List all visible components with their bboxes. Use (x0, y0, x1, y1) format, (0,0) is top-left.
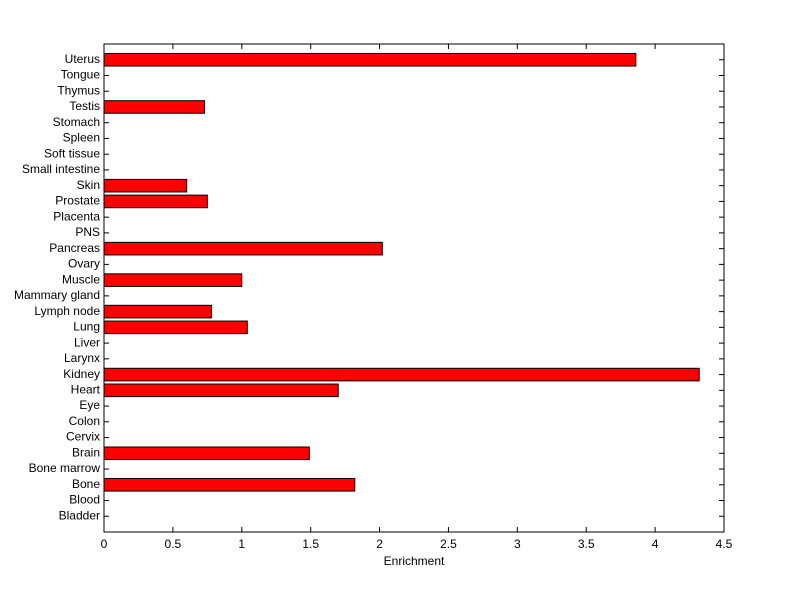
y-tick-label: Testis (69, 99, 100, 113)
y-tick-label: Cervix (66, 430, 100, 444)
bar (103, 477, 356, 492)
y-tick-label: Blood (69, 493, 100, 507)
y-tick-label: Stomach (53, 115, 100, 129)
x-tick-label: 1 (238, 537, 245, 551)
y-tick-label: Colon (69, 414, 100, 428)
bar (103, 100, 206, 114)
y-tick-label: Mammary gland (14, 288, 100, 302)
bar (103, 273, 243, 287)
x-tick-label: 4 (652, 537, 659, 551)
y-tick-label: Small intestine (22, 162, 100, 176)
y-tick-label: Ovary (68, 257, 100, 271)
y-tick-label: Pancreas (49, 241, 100, 255)
y-tick-label: PNS (75, 225, 100, 239)
y-tick-label: Lung (73, 320, 100, 334)
x-tick-label: 0 (101, 537, 108, 551)
x-tick-label: 2 (376, 537, 383, 551)
x-axis-label: Enrichment (384, 554, 445, 568)
bar (103, 383, 339, 398)
y-tick-label: Soft tissue (44, 146, 100, 160)
x-tick-label: 3.5 (578, 537, 595, 551)
x-tick-label: 4.5 (716, 537, 733, 551)
y-tick-label: Heart (71, 382, 101, 396)
y-tick-label: Bladder (59, 508, 100, 522)
y-tick-label: Placenta (53, 209, 100, 223)
y-tick-label: Skin (77, 178, 100, 192)
y-tick-label: Larynx (64, 351, 100, 365)
x-tick-label: 2.5 (440, 537, 457, 551)
y-tick-label: Bone marrow (29, 461, 101, 475)
y-tick-label: Kidney (63, 367, 100, 381)
y-tick-label: Uterus (65, 52, 100, 66)
y-tick-label: Eye (79, 398, 100, 412)
y-tick-label: Bone (72, 477, 100, 491)
bar (103, 241, 383, 256)
bar (103, 367, 700, 382)
x-tick-label: 3 (514, 537, 521, 551)
y-tick-label: Tongue (61, 68, 101, 82)
bar (103, 320, 248, 335)
y-tick-label: Prostate (55, 194, 100, 208)
x-tick-label: 0.5 (165, 537, 182, 551)
y-tick-label: Brain (72, 445, 100, 459)
y-tick-label: Muscle (62, 272, 100, 286)
y-tick-label: Thymus (57, 83, 100, 97)
x-tick-label: 1.5 (302, 537, 319, 551)
bar (103, 446, 310, 461)
y-tick-label: Lymph node (34, 304, 100, 318)
bar (103, 52, 637, 67)
bar (103, 194, 208, 209)
bar (103, 304, 212, 319)
y-tick-label: Liver (74, 335, 100, 349)
bar (103, 178, 188, 193)
y-tick-label: Spleen (63, 131, 100, 145)
